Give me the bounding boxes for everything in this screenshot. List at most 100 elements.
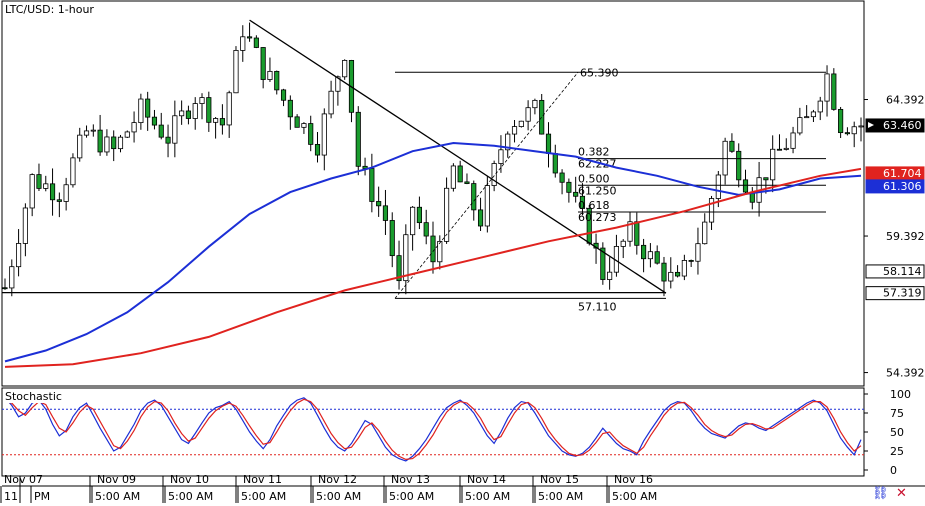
candle-body [851, 126, 857, 135]
candle-body [97, 129, 103, 153]
candle-body [111, 136, 117, 150]
candle-body [620, 240, 626, 247]
candle-body [9, 266, 15, 289]
x-time-label: 11 [4, 490, 18, 503]
candle-body [2, 287, 8, 290]
stochastic-y-tick-label: 50 [890, 426, 904, 439]
candle-body [226, 92, 232, 126]
candle-body [267, 70, 273, 80]
candle-body [165, 136, 171, 144]
candle-body [314, 144, 321, 156]
candle-body [858, 125, 864, 128]
candle-body [192, 103, 198, 119]
candle-body [43, 183, 49, 189]
candle-body [219, 118, 225, 126]
candle-body [430, 235, 436, 263]
candle-body [56, 199, 62, 202]
candle-body [287, 99, 293, 118]
candle-body [627, 221, 633, 242]
candle-body [308, 123, 314, 145]
candle-body [206, 97, 212, 123]
candle-body [702, 221, 708, 245]
candle-body [579, 195, 586, 209]
candle-body [444, 187, 450, 242]
candle-body [457, 165, 463, 183]
candle-body [355, 111, 361, 167]
link-icon[interactable]: ⛓ [872, 486, 889, 501]
candle-body [280, 89, 287, 101]
candle-body [844, 132, 850, 135]
x-date-label: Nov 07 [4, 473, 43, 486]
candle-body [83, 130, 90, 136]
candle-body [301, 123, 307, 128]
stochastic-y-tick-label: 100 [890, 388, 911, 401]
candle-body [634, 221, 640, 246]
candle-body [416, 206, 422, 224]
candle-body [410, 206, 416, 236]
candle-body [770, 148, 776, 181]
candle-body [674, 271, 681, 277]
x-date-label: Nov 11 [243, 473, 282, 486]
price-label-box [865, 118, 925, 133]
candle-body [233, 50, 239, 94]
candles [2, 22, 864, 297]
candle-body [647, 251, 653, 260]
candle-body [715, 174, 721, 199]
candle-body [90, 129, 96, 132]
fib-low-label: 57.110 [578, 300, 617, 313]
x-time-label: 5:00 AM [389, 490, 434, 503]
candle-body [172, 115, 178, 144]
candle-body [260, 47, 266, 80]
price-label-box [865, 286, 925, 301]
candle-body [831, 73, 837, 110]
main-chart-title: LTC/USD: 1-hour [3, 3, 96, 16]
candle-body [185, 110, 192, 119]
price-label-box [865, 264, 925, 279]
x-date-label: Nov 13 [391, 473, 430, 486]
candle-body [681, 260, 687, 277]
candle-body [403, 234, 409, 282]
candle-body [484, 185, 490, 227]
x-time-label: 5:00 AM [465, 490, 510, 503]
candle-body [641, 244, 647, 260]
x-date-label: Nov 10 [170, 473, 209, 486]
candle-body [369, 168, 375, 202]
candle-body [559, 172, 565, 183]
candle-body [389, 220, 395, 257]
candle-body [464, 181, 470, 184]
stochastic-y-tick-label: 0 [890, 464, 897, 477]
close-icon[interactable]: ✕ [896, 486, 907, 501]
candle-body [566, 181, 572, 193]
fib-high-label: 65.390 [580, 66, 619, 79]
candle-body [505, 133, 511, 151]
candle-body [16, 243, 22, 268]
candle-body [491, 163, 497, 186]
candle-body [776, 148, 783, 151]
x-date-label: Nov 16 [614, 473, 653, 486]
candle-body [396, 255, 402, 282]
candle-body [471, 183, 477, 211]
moving-average-line [4, 167, 862, 368]
candle-body [382, 205, 389, 221]
candle-body [240, 36, 246, 51]
price-label-value: 63.460 [883, 119, 922, 132]
x-date-label: Nov 15 [540, 473, 579, 486]
candle-body [790, 132, 796, 149]
candle-body [335, 76, 341, 92]
stochastic-line [4, 397, 862, 462]
candle-body [729, 140, 735, 152]
candle-body [518, 120, 524, 127]
x-time-label: PM [34, 490, 50, 503]
candle-body [145, 98, 151, 118]
candle-body [477, 209, 484, 227]
candle-body [552, 153, 558, 174]
stochastic-title: Stochastic [3, 390, 64, 403]
stochastic-plot-frame [1, 387, 865, 477]
candle-body [511, 126, 518, 135]
candle-body [253, 37, 259, 48]
stochastic-y-tick-label: 75 [890, 407, 904, 420]
candle-body [199, 97, 205, 104]
candle-body [158, 124, 164, 138]
